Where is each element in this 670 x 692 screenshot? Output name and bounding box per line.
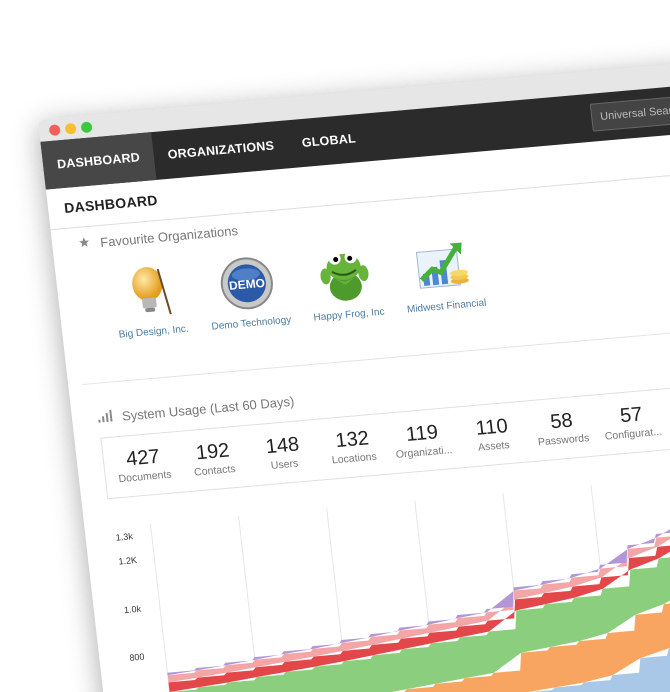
stat-value: 427 — [125, 445, 161, 471]
stat-value: 148 — [264, 433, 301, 459]
stat-documents[interactable]: 427 Documents — [105, 432, 182, 498]
favourite-name: Happy Frog, Inc — [313, 306, 386, 324]
y-tick-label: 1.2K — [117, 555, 138, 567]
stat-value: 132 — [334, 427, 371, 453]
favourite-organizations-section: Favourite Organizations Big Design, Inc. — [65, 169, 670, 386]
stat-label: Configurat... — [604, 425, 663, 443]
favourites-title: Favourite Organizations — [99, 222, 239, 250]
favourite-item-happy-frog[interactable]: Happy Frog, Inc — [291, 233, 403, 365]
app-window: DASHBOARD ORGANIZATIONS GLOBAL Universal… — [38, 57, 670, 692]
stat-value: 57 — [618, 403, 644, 428]
y-tick-label: 800 — [128, 651, 146, 664]
stat-passwords[interactable]: 58 Passwords — [524, 396, 601, 462]
usage-title: System Usage (Last 60 Days) — [121, 393, 295, 424]
stat-locations[interactable]: 132 Locations — [315, 414, 392, 480]
stat-label: Organizati... — [395, 444, 453, 461]
tab-global[interactable]: GLOBAL — [301, 131, 357, 151]
favourite-name: Midwest Financial — [406, 297, 487, 316]
favourite-item-demo-technology[interactable]: DEMO Demo Technology — [194, 241, 306, 373]
minimize-window-button[interactable] — [64, 122, 77, 135]
stat-assets[interactable]: 110 Assets — [454, 402, 531, 468]
star-icon — [77, 235, 91, 251]
demo-button-logo: DEMO — [216, 253, 278, 314]
favourites-list: Big Design, Inc. DEMO Demo Technology — [68, 200, 670, 386]
stat-label: Users — [270, 457, 299, 472]
favourites-header: Favourite Organizations — [76, 169, 670, 260]
stat-value: 119 — [404, 421, 440, 446]
universal-search-input[interactable]: Universal Search — [589, 91, 670, 132]
zoom-window-button[interactable] — [80, 121, 93, 134]
usage-header: System Usage (Last 60 Days) — [96, 343, 670, 434]
tab-dashboard[interactable]: DASHBOARD — [40, 132, 157, 190]
y-tick-label: 1.0k — [123, 603, 142, 615]
lightbulb-logo — [118, 262, 180, 323]
favourite-name: Big Design, Inc. — [118, 323, 190, 341]
stat-value: 192 — [194, 439, 231, 465]
grid-line — [238, 515, 266, 692]
stat-label: Documents — [117, 468, 173, 486]
growth-chart-logo — [411, 236, 473, 297]
close-window-button[interactable] — [48, 124, 61, 137]
favourite-name: Demo Technology — [210, 314, 292, 333]
stat-configurations[interactable]: 57 Configurat... — [594, 389, 670, 455]
y-tick-label: 1.3k — [115, 531, 134, 543]
favourite-item-midwest-financial[interactable]: Midwest Financial — [389, 224, 501, 356]
grid-line — [149, 523, 177, 692]
usage-chart: 1.3k1.2K1.0k800600 — [109, 459, 670, 692]
system-usage-section: System Usage (Last 60 Days) 427 Documents… — [84, 343, 670, 692]
svg-text:DEMO: DEMO — [228, 276, 265, 293]
signal-bars-icon — [97, 409, 113, 425]
stat-users[interactable]: 148 Users — [245, 420, 322, 486]
stat-label: Contacts — [193, 463, 237, 479]
stat-label: Assets — [477, 439, 511, 454]
favourite-item-big-design[interactable]: Big Design, Inc. — [96, 250, 208, 382]
frog-logo — [313, 245, 375, 306]
area-series-0 — [176, 626, 670, 692]
stat-value: 58 — [549, 409, 574, 434]
stat-contacts[interactable]: 192 Contacts — [175, 426, 252, 492]
stat-label: Passwords — [537, 432, 590, 449]
usage-area-chart — [149, 485, 670, 692]
grid-line — [326, 508, 354, 692]
stat-organizations[interactable]: 119 Organizati... — [384, 408, 461, 474]
stat-label: Locations — [331, 450, 378, 467]
stat-value: 110 — [474, 415, 509, 440]
area-series-2 — [169, 533, 670, 692]
